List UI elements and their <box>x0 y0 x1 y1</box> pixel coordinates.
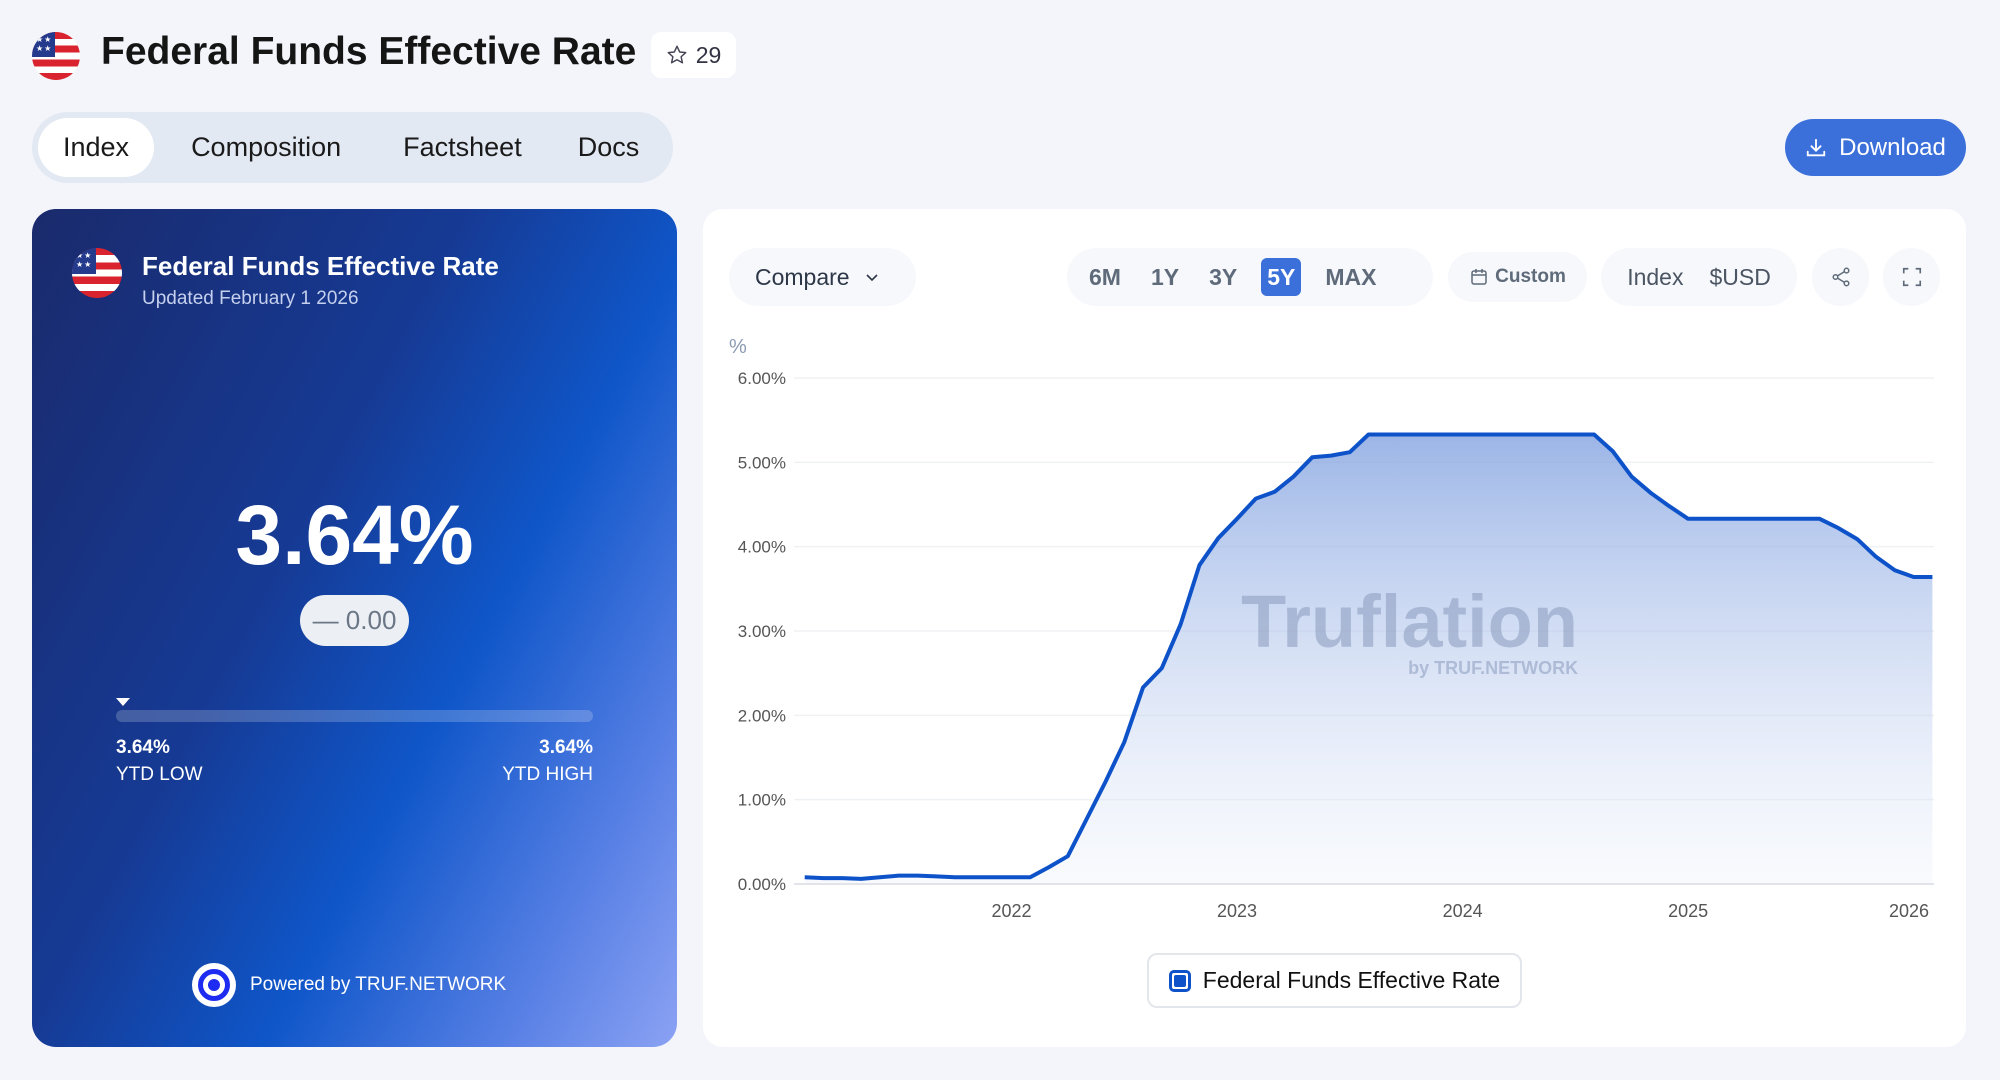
watermark-brand: Truflation <box>1241 580 1579 663</box>
tab-docs[interactable]: Docs <box>577 132 640 162</box>
card-title: Federal Funds Effective Rate <box>142 251 499 281</box>
y-axis-unit-label: % <box>729 336 747 358</box>
fullscreen-button[interactable] <box>1883 248 1940 306</box>
ytd-low-value: 3.64% <box>116 737 170 758</box>
ytd-marker-icon <box>116 698 130 706</box>
share-button[interactable] <box>1812 248 1869 306</box>
custom-label: Custom <box>1495 266 1566 287</box>
tab-bar: Index Composition Factsheet Docs <box>32 112 673 183</box>
share-icon <box>1831 267 1850 287</box>
range-selector: 6M 1Y 3Y 5Y MAX <box>1067 248 1433 306</box>
powered-by-link[interactable]: Powered by TRUF.NETWORK <box>250 974 507 995</box>
y-tick-label: 5.00% <box>738 453 786 472</box>
ytd-range-bar <box>116 710 593 722</box>
range-6m[interactable]: 6M <box>1089 263 1121 290</box>
star-icon <box>667 45 687 64</box>
x-tick-label: 2023 <box>1217 901 1257 921</box>
legend-label: Federal Funds Effective Rate <box>1202 967 1501 993</box>
range-max[interactable]: MAX <box>1325 263 1377 290</box>
tab-composition[interactable]: Composition <box>191 132 342 162</box>
tab-factsheet[interactable]: Factsheet <box>403 132 522 162</box>
y-tick-label: 6.00% <box>738 369 786 388</box>
x-tick-label: 2026 <box>1889 901 1929 921</box>
compare-label: Compare <box>755 263 850 290</box>
calendar-icon <box>1471 269 1487 285</box>
watermark-sub: by TRUF.NETWORK <box>1408 658 1579 678</box>
compare-dropdown[interactable]: Compare <box>729 248 916 306</box>
x-tick-label: 2022 <box>991 901 1031 921</box>
ytd-low-label: YTD LOW <box>116 764 203 785</box>
y-tick-label: 2.00% <box>738 706 786 725</box>
legend-item[interactable]: Federal Funds Effective Rate <box>1147 953 1522 1008</box>
page-title: Federal Funds Effective Rate <box>101 30 637 73</box>
unit-index[interactable]: Index <box>1627 263 1684 290</box>
custom-range-button[interactable]: Custom <box>1448 252 1587 302</box>
chevron-down-icon <box>866 274 878 282</box>
index-summary-card: ★★ ★★ Federal Funds Effective Rate Update… <box>32 209 677 1047</box>
y-tick-label: 3.00% <box>738 622 786 641</box>
chart-card: Compare 6M 1Y 3Y 5Y MAX Custom Index $US… <box>703 209 1966 1047</box>
updated-date: Updated February 1 2026 <box>142 288 359 309</box>
x-tick-label: 2024 <box>1443 901 1483 921</box>
us-flag-icon: ★★ ★★ <box>72 248 122 298</box>
fullscreen-icon <box>1902 267 1921 287</box>
us-flag-icon: ★★ ★★ <box>32 32 80 80</box>
tab-index[interactable]: Index <box>38 118 155 177</box>
range-1y[interactable]: 1Y <box>1150 263 1180 290</box>
watermark-logo: Truflation by TRUF.NETWORK <box>1163 579 1578 679</box>
unit-usd[interactable]: $USD <box>1709 263 1771 290</box>
ytd-high-value: 3.64% <box>539 737 593 758</box>
series-line <box>804 432 1933 881</box>
star-count: 29 <box>695 41 722 68</box>
unit-selector: Index $USD <box>1601 248 1797 306</box>
range-3y[interactable]: 3Y <box>1209 263 1238 290</box>
y-tick-label: 4.00% <box>738 538 786 557</box>
area-fill <box>804 434 1933 884</box>
truf-network-logo-icon <box>192 963 236 1007</box>
x-tick-label: 2025 <box>1668 901 1708 921</box>
range-5y[interactable]: 5Y <box>1261 258 1302 296</box>
star-button[interactable]: 29 <box>651 32 736 78</box>
y-tick-label: 1.00% <box>738 791 786 810</box>
download-label: Download <box>1839 133 1946 161</box>
download-button[interactable]: Download <box>1785 119 1966 176</box>
rate-chart: % 0.00% 1.00% 2.00% 3.00% 4.00% 5.00% 6.00% 2022… <box>729 336 1934 921</box>
ytd-high-label: YTD HIGH <box>502 764 593 785</box>
legend-swatch-icon <box>1168 969 1191 992</box>
y-tick-label: 0.00% <box>738 875 786 894</box>
download-icon <box>1806 138 1826 156</box>
current-value: 3.64% <box>235 488 474 582</box>
change-badge: — 0.00 <box>300 595 409 646</box>
